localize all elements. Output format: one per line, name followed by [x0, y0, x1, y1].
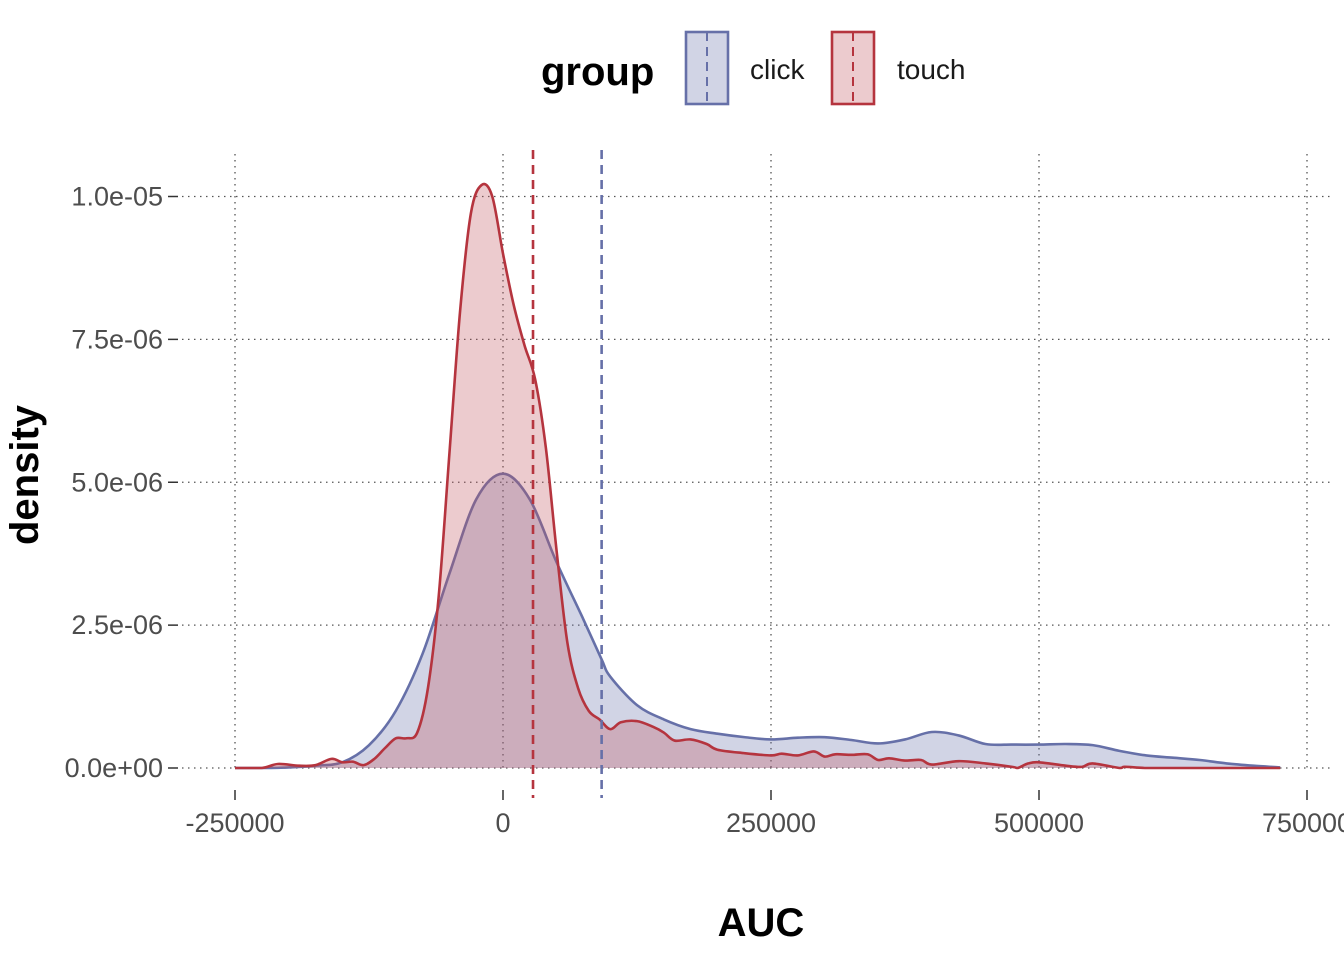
legend-label-touch: touch [897, 54, 966, 85]
legend-title: group [541, 50, 654, 94]
mean-lines [531, 150, 603, 798]
x-tick-label: 0 [495, 808, 510, 838]
y-tick-label: 5.0e-06 [71, 467, 163, 497]
legend: group click touch [541, 30, 966, 106]
y-tick-label: 2.5e-06 [71, 610, 163, 640]
x-tick-label: 250000 [726, 808, 816, 838]
x-tick-label: 750000 [1262, 808, 1344, 838]
legend-label-click: click [750, 54, 805, 85]
legend-key-click [684, 30, 730, 106]
y-axis-ticks: 0.0e+00 2.5e-06 5.0e-06 7.5e-06 1.0e-05 [65, 182, 178, 783]
y-tick-label: 7.5e-06 [71, 324, 163, 354]
density-line-click [234, 472, 1281, 770]
x-axis-ticks: -250000 0 250000 500000 750000 [185, 790, 1344, 838]
density-line-touch [234, 182, 1281, 770]
series-layer [234, 182, 1281, 770]
grid-lines [182, 154, 1334, 772]
density-area-touch [235, 184, 1281, 768]
density-area-click [235, 473, 1281, 768]
y-axis-title: density [3, 404, 47, 545]
legend-key-touch [830, 30, 876, 106]
y-tick-label: 0.0e+00 [65, 753, 163, 783]
x-tick-label: 500000 [994, 808, 1084, 838]
x-tick-label: -250000 [185, 808, 284, 838]
y-tick-label: 1.0e-05 [71, 182, 163, 212]
x-axis-title: AUC [718, 901, 805, 945]
